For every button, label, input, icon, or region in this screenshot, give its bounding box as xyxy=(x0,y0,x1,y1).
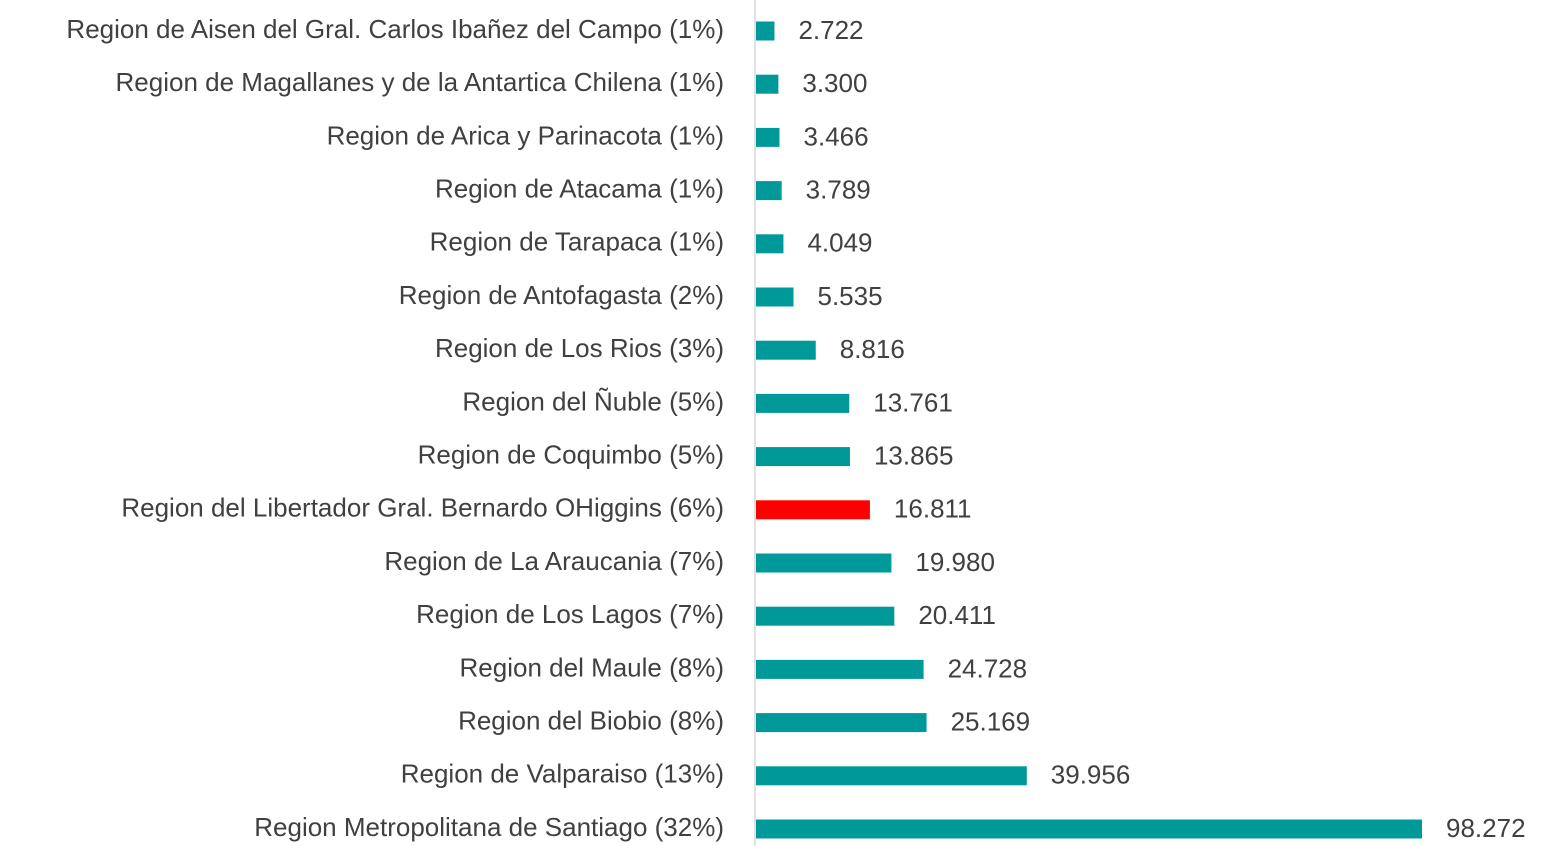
bar xyxy=(756,606,895,626)
value-label: 5.535 xyxy=(818,281,883,311)
value-label: 13.865 xyxy=(874,440,954,470)
category-label: Region del Biobio (8%) xyxy=(458,705,724,735)
value-label: 20.411 xyxy=(918,600,996,630)
value-label: 3.466 xyxy=(803,121,868,151)
bar xyxy=(756,447,850,467)
bar xyxy=(756,766,1027,786)
category-label: Region de Atacama (1%) xyxy=(435,173,724,203)
value-label: 2.722 xyxy=(798,15,863,45)
value-label: 8.816 xyxy=(840,334,905,364)
bar xyxy=(756,21,775,41)
bar xyxy=(756,659,924,679)
value-label: 3.300 xyxy=(802,68,867,98)
bar xyxy=(756,500,870,520)
value-label: 4.049 xyxy=(807,228,872,258)
category-label: Region de Los Rios (3%) xyxy=(435,333,724,363)
category-label: Region de La Araucania (7%) xyxy=(384,546,724,576)
bar xyxy=(756,393,850,413)
value-label: 19.980 xyxy=(915,547,995,577)
category-label: Region de Arica y Parinacota (1%) xyxy=(327,120,724,150)
category-label: Region de Coquimbo (5%) xyxy=(418,439,724,469)
category-label: Region del Ñuble (5%) xyxy=(462,386,724,416)
category-label: Region de Aisen del Gral. Carlos Ibañez … xyxy=(66,14,724,44)
bar xyxy=(756,553,892,573)
category-label: Region de Antofagasta (2%) xyxy=(399,280,724,310)
bar xyxy=(756,340,816,360)
bar xyxy=(756,819,1422,839)
value-label: 13.761 xyxy=(873,387,953,417)
bar xyxy=(756,127,780,147)
value-label: 24.728 xyxy=(948,653,1028,683)
bar xyxy=(756,287,794,307)
bar xyxy=(756,181,782,201)
value-label: 3.789 xyxy=(806,174,871,204)
category-label: Region de Tarapaca (1%) xyxy=(430,227,724,257)
value-label: 16.811 xyxy=(894,494,972,524)
category-label: Region Metropolitana de Santiago (32%) xyxy=(254,812,724,842)
bar xyxy=(756,74,779,94)
category-label: Region de Los Lagos (7%) xyxy=(416,599,724,629)
value-label: 98.272 xyxy=(1446,813,1526,843)
bar xyxy=(756,713,927,733)
bar xyxy=(756,234,784,254)
value-label: 39.956 xyxy=(1051,760,1131,790)
category-label: Region de Magallanes y de la Antartica C… xyxy=(116,67,724,97)
category-label: Region de Valparaiso (13%) xyxy=(401,759,724,789)
value-label: 25.169 xyxy=(951,706,1031,736)
category-label: Region del Maule (8%) xyxy=(460,652,724,682)
category-label: Region del Libertador Gral. Bernardo OHi… xyxy=(121,493,724,523)
